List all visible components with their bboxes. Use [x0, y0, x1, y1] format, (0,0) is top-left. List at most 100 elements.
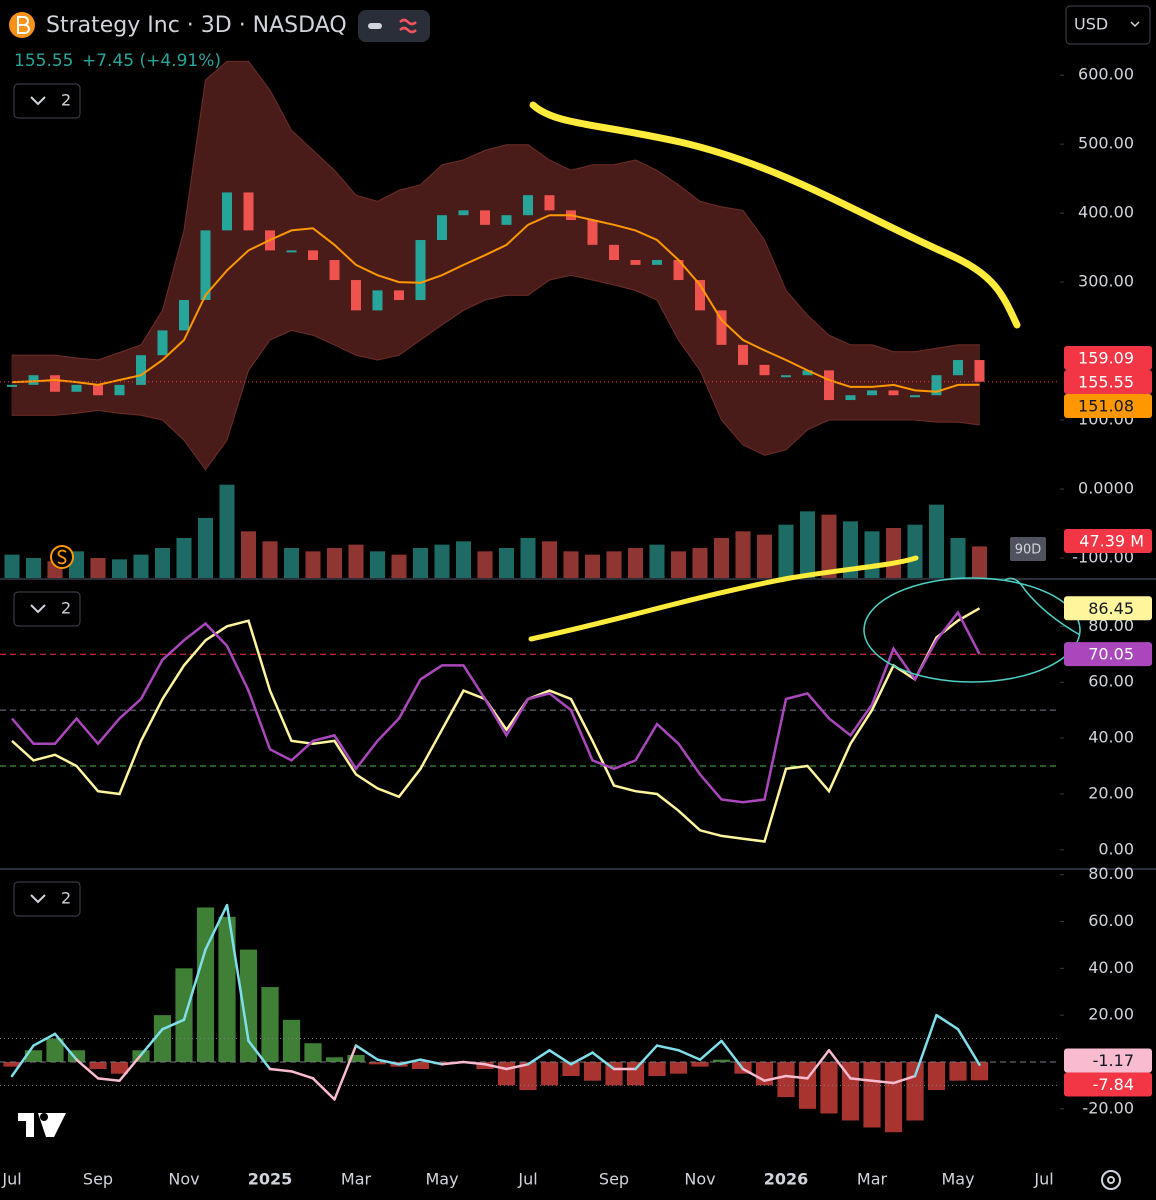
- price-label-box: [1064, 642, 1152, 667]
- histogram-bar: [927, 1061, 946, 1091]
- momentum-line: [333, 1044, 358, 1101]
- histogram-bar: [89, 1061, 107, 1069]
- event-icon-glyph[interactable]: [57, 549, 67, 565]
- x-tick-label: Mar: [857, 1170, 888, 1189]
- candle: [329, 260, 340, 281]
- candle: [910, 395, 920, 398]
- logo[interactable]: [18, 1113, 66, 1137]
- toggle-wave[interactable]: [399, 18, 417, 34]
- histogram-bar: [196, 907, 215, 1062]
- band-area: [463, 149, 486, 312]
- y-tick-label: 400.00: [1078, 203, 1134, 222]
- volume-bar: [563, 551, 579, 578]
- momentum-line: [139, 1027, 164, 1057]
- volume-bar: [735, 531, 751, 578]
- x-tick-label: Jul: [1033, 1170, 1053, 1189]
- logo-dot[interactable]: [40, 1113, 48, 1121]
- y-tick-label: 40.00: [1088, 958, 1134, 977]
- candle: [480, 210, 490, 225]
- volume-bar: [326, 548, 343, 578]
- candle: [501, 215, 512, 225]
- histogram-bar: [175, 968, 193, 1062]
- settings-icon[interactable]: [1101, 1170, 1121, 1190]
- toggle-minus[interactable]: [368, 23, 382, 29]
- x-tick-label: Sep: [83, 1170, 113, 1189]
- momentum-line: [440, 1060, 465, 1066]
- volume-bar: [928, 504, 945, 578]
- settings-icon-center[interactable]: [1107, 1176, 1115, 1184]
- y-tick-label: 20.00: [1088, 783, 1134, 802]
- band-area: [269, 90, 292, 341]
- series-line: [11, 610, 981, 804]
- annotation-tail: [1004, 577, 1081, 636]
- candle: [781, 375, 791, 378]
- indicator-count[interactable]: 2: [61, 91, 71, 110]
- annotation-curve: [529, 101, 1021, 329]
- momentum-line: [913, 1013, 938, 1078]
- histogram-bar: [906, 1061, 924, 1121]
- currency-chevron[interactable]: [1130, 21, 1140, 28]
- candle: [415, 240, 426, 301]
- y-tick-label: 20.00: [1088, 1005, 1134, 1024]
- volume-bar: [219, 484, 235, 578]
- indicator-toggle[interactable]: [13, 881, 81, 917]
- volume-bar: [778, 524, 794, 578]
- indicator-toggle[interactable]: [13, 83, 81, 119]
- price-change: +7.45 (+4.91%): [82, 51, 221, 71]
- annotation-ellipse: [863, 577, 1081, 683]
- x-tick-label: Jul: [517, 1170, 537, 1189]
- toggle-chevron[interactable]: [30, 894, 46, 904]
- price-label: 159.09: [1078, 348, 1134, 367]
- candle: [136, 355, 146, 385]
- candle: [544, 195, 555, 211]
- volume-bar: [305, 551, 321, 578]
- candle: [458, 210, 469, 216]
- momentum-line: [96, 1077, 121, 1082]
- band-lower: [12, 274, 980, 471]
- price-label: 70.05: [1088, 645, 1134, 664]
- y-tick-label: 40.00: [1088, 728, 1134, 747]
- band-area: [850, 344, 873, 421]
- y-tick-label: 600.00: [1078, 65, 1134, 84]
- candle: [824, 370, 834, 401]
- y-tick-label: 0.0000: [1078, 479, 1134, 498]
- volume-bar: [455, 541, 472, 578]
- currency[interactable]: USD: [1074, 15, 1108, 34]
- histogram-bar: [562, 1061, 580, 1077]
- momentum-line: [505, 1063, 530, 1071]
- band-upper: [12, 60, 980, 361]
- y-tick-label: 500.00: [1078, 134, 1134, 153]
- momentum-line: [956, 1027, 981, 1066]
- x-tick-label: Jul: [1, 1170, 21, 1189]
- candle: [738, 344, 748, 365]
- candle: [716, 310, 727, 345]
- histogram-bar: [691, 1061, 709, 1067]
- momentum-line: [268, 1067, 293, 1073]
- volume-bar: [541, 541, 558, 578]
- toggle-pill[interactable]: [358, 10, 430, 42]
- momentum-line: [247, 1039, 272, 1071]
- momentum-line: [870, 1079, 895, 1085]
- momentum-line: [290, 1070, 315, 1080]
- x-tick-label: 2026: [764, 1170, 809, 1189]
- toggle-chevron[interactable]: [30, 96, 46, 106]
- momentum-line: [397, 1058, 422, 1066]
- indicator-count[interactable]: 2: [61, 599, 71, 618]
- x-tick-label: Mar: [341, 1170, 372, 1189]
- indicator-count[interactable]: 2: [61, 889, 71, 908]
- candle: [931, 375, 942, 396]
- oscillator-pane: [0, 607, 1060, 843]
- toggle-chevron[interactable]: [30, 604, 46, 614]
- volume-bar: [4, 554, 20, 578]
- candle: [437, 215, 447, 241]
- band-area: [441, 159, 464, 326]
- price-label-box: [1064, 596, 1152, 621]
- indicator-toggle[interactable]: [13, 591, 81, 627]
- currency-box[interactable]: [1065, 5, 1151, 45]
- volume-bar: [348, 544, 364, 578]
- y-tick-label: -20.00: [1082, 1098, 1134, 1117]
- volume-label: 47.39 M: [1079, 532, 1144, 551]
- volume-label-box: [1064, 529, 1152, 553]
- candle: [93, 384, 103, 396]
